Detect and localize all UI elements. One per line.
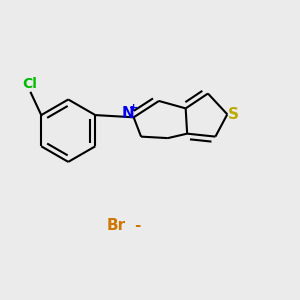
Text: N: N [122,106,135,121]
Text: Br: Br [107,218,126,233]
Text: Cl: Cl [22,77,37,91]
Text: S: S [228,107,239,122]
Text: -: - [134,218,140,233]
Text: +: + [128,103,138,113]
